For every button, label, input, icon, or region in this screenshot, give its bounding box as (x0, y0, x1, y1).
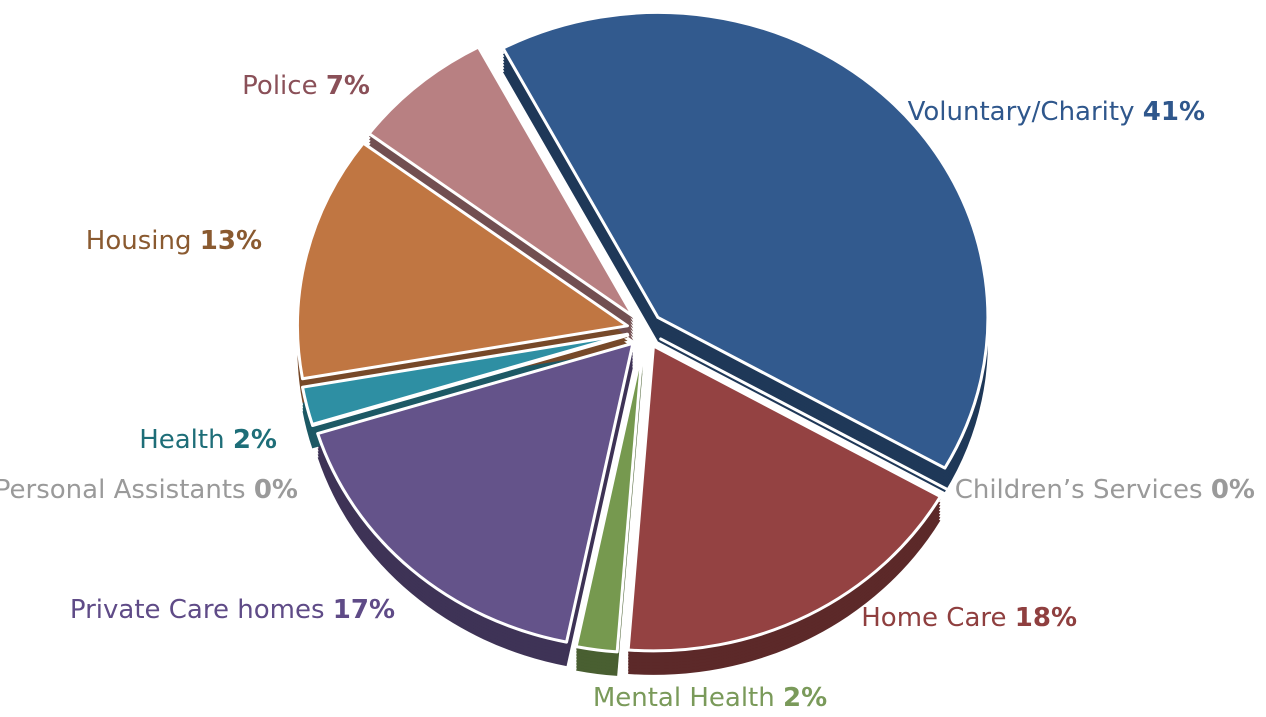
slice-label: Health 2% (139, 425, 277, 455)
label-value: 18% (1015, 603, 1077, 633)
slice-label: Mental Health 2% (593, 683, 827, 713)
label-value: 13% (200, 226, 262, 256)
slice-label: Housing 13% (86, 226, 262, 256)
label-name: Personal Assistants (0, 475, 246, 505)
label-value: 2% (233, 425, 277, 455)
label-name: Children’s Services (955, 475, 1203, 505)
slice (295, 141, 629, 381)
label-name: Private Care homes (70, 595, 325, 625)
label-name: Home Care (861, 603, 1006, 633)
label-name: Housing (86, 226, 192, 256)
label-value: 7% (326, 71, 370, 101)
slice-label: Personal Assistants 0% (0, 475, 298, 505)
slice (659, 337, 950, 492)
slice-tops (295, 10, 990, 654)
label-name: Health (139, 425, 224, 455)
slice-label: Voluntary/Charity 41% (908, 97, 1205, 127)
slice-label: Home Care 18% (861, 603, 1077, 633)
slice (626, 344, 942, 653)
label-value: 17% (333, 595, 395, 625)
label-value: 2% (783, 683, 827, 713)
slice-label: Private Care homes 17% (70, 595, 395, 625)
label-name: Mental Health (593, 683, 775, 713)
slice-label: Police 7% (242, 71, 370, 101)
slice-label: Children’s Services 0% (955, 475, 1255, 505)
slice (574, 346, 644, 654)
slice (316, 341, 635, 644)
slice (301, 332, 630, 426)
label-value: 0% (254, 475, 298, 505)
slice (367, 45, 635, 318)
slice (501, 10, 990, 470)
slice-side (302, 343, 628, 434)
label-name: Voluntary/Charity (908, 97, 1135, 127)
label-value: 0% (1211, 475, 1255, 505)
label-name: Police (242, 71, 317, 101)
label-value: 41% (1143, 97, 1205, 127)
